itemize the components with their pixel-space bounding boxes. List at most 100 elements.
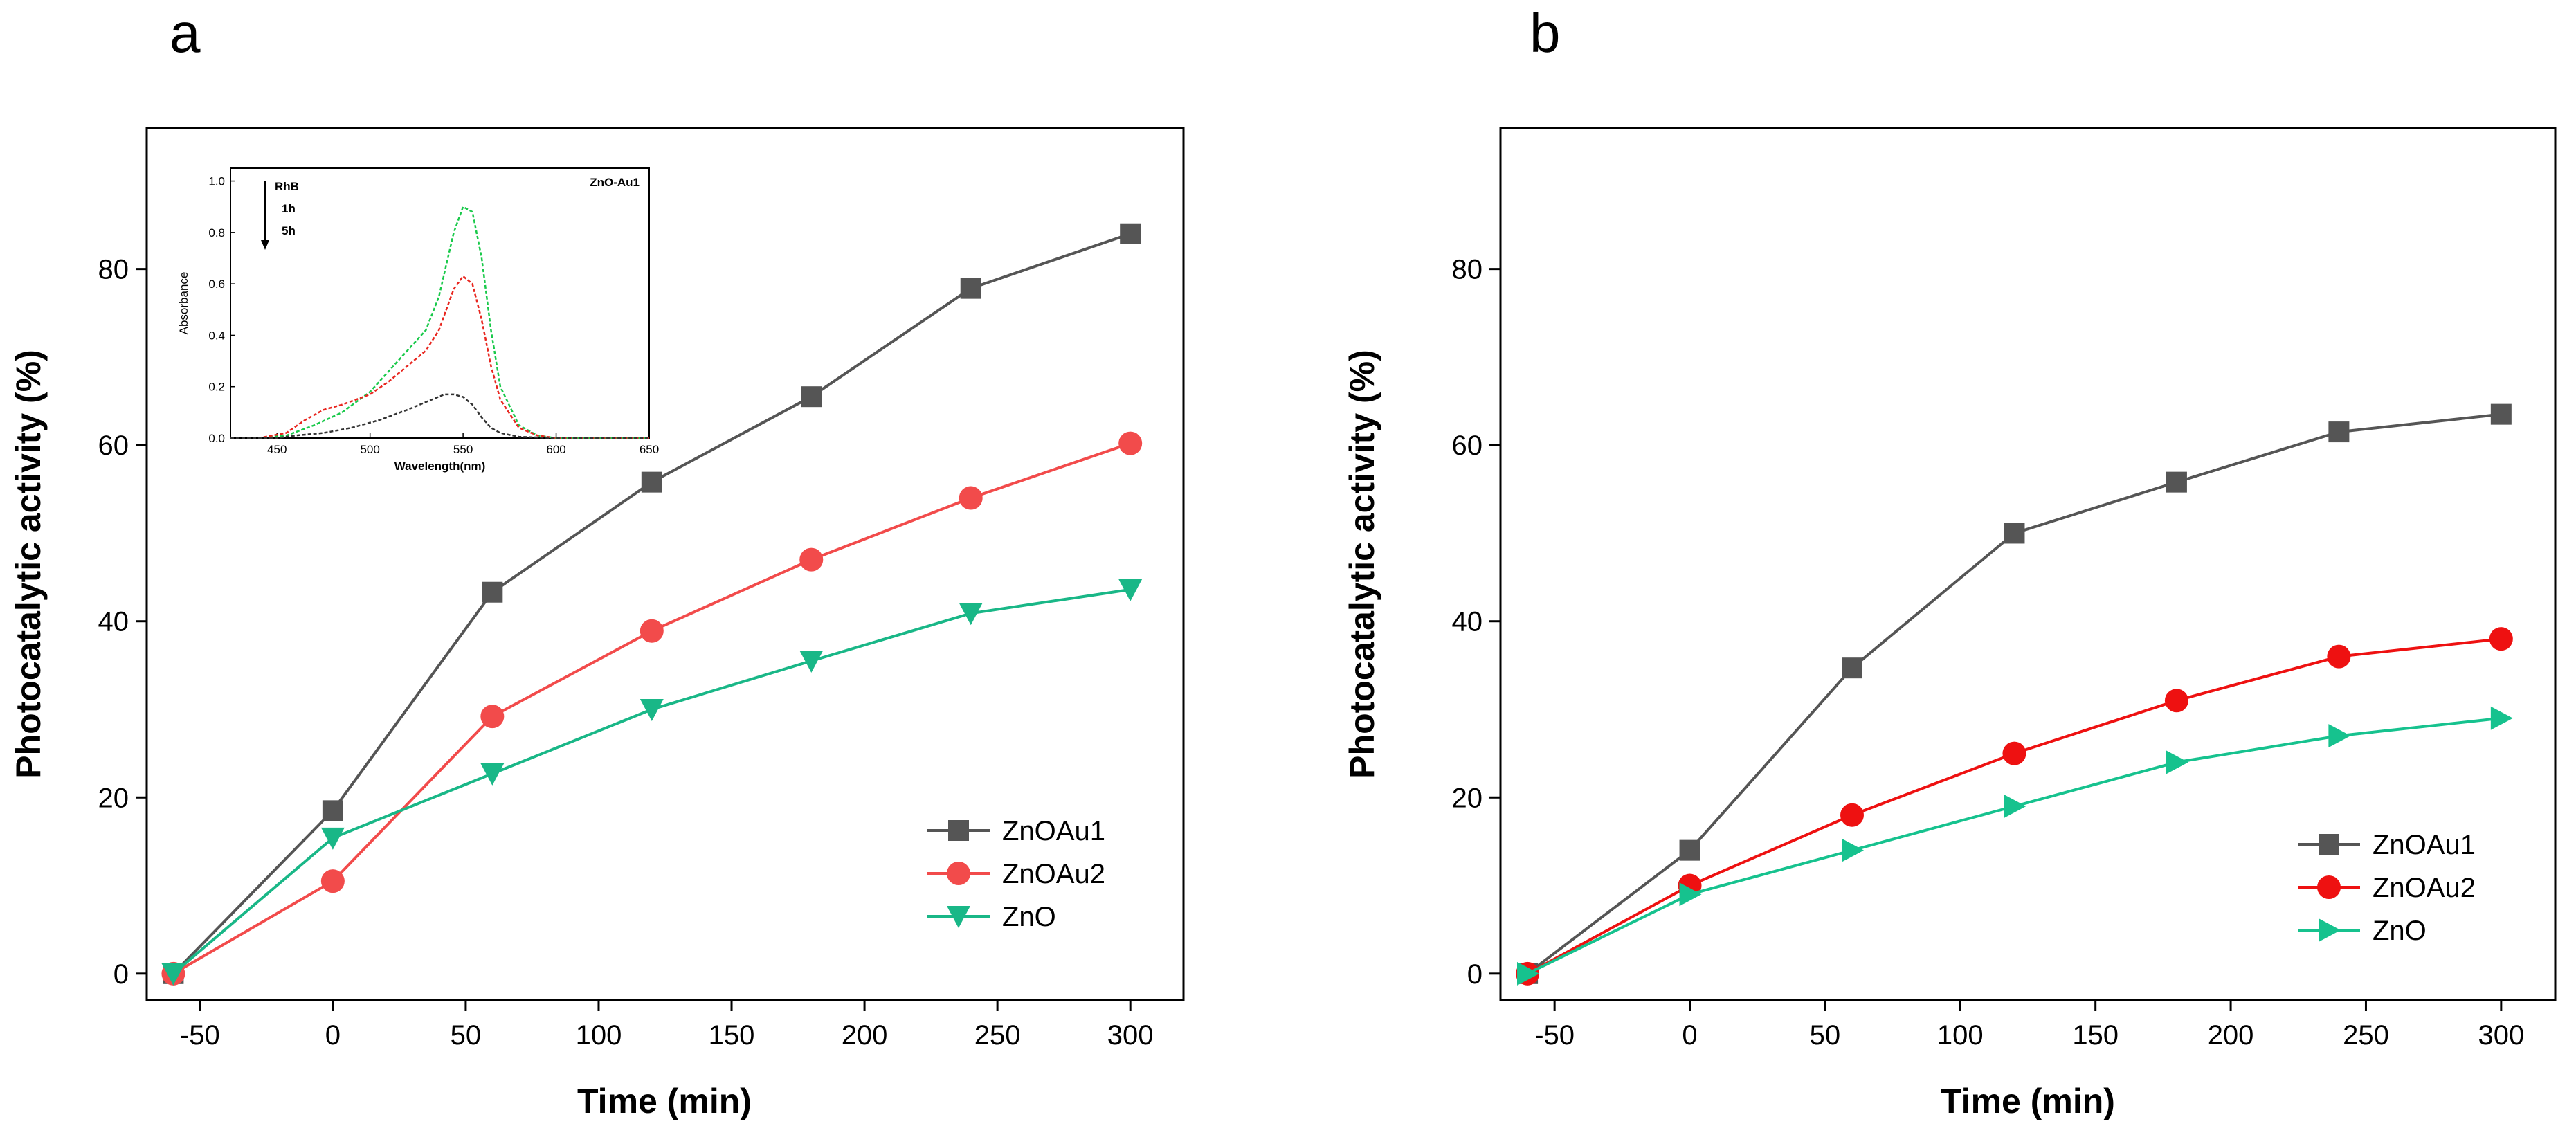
panel-label: b <box>1530 2 1561 64</box>
y-tick-label: 60 <box>1452 430 1483 461</box>
y-tick-label: 0 <box>114 959 129 990</box>
inset-frame <box>230 167 650 439</box>
y-axis-title: Photocatalytic activity (%) <box>9 349 48 779</box>
legend: ZnOAu1 ZnOAu2 ZnO <box>2298 830 2476 946</box>
data-point <box>2489 627 2513 651</box>
inset-annotation: 1h <box>282 202 296 215</box>
x-tick-label: 150 <box>709 1020 755 1051</box>
legend-marker <box>948 820 969 841</box>
data-point <box>801 386 822 408</box>
inset-y-axis-title: Absorbance <box>177 272 190 335</box>
inset-y-tick-label: 0.8 <box>208 226 225 239</box>
inset-x-tick-label: 500 <box>360 443 379 456</box>
data-point <box>2490 403 2512 425</box>
x-tick-label: 300 <box>2478 1020 2524 1051</box>
data-point <box>2002 741 2026 765</box>
legend-marker <box>947 906 970 928</box>
legend-marker <box>2319 834 2339 855</box>
data-point <box>799 651 824 673</box>
x-tick-label: 300 <box>1107 1020 1154 1051</box>
y-tick-label: 80 <box>1452 255 1483 285</box>
plot-frame <box>1499 127 2557 1001</box>
x-tick-label: -50 <box>180 1020 220 1051</box>
data-point <box>959 486 983 510</box>
x-tick-label: 100 <box>576 1020 622 1051</box>
data-point <box>320 869 345 893</box>
x-axis-title: Time (min) <box>577 1082 752 1120</box>
data-point <box>799 547 824 572</box>
data-point <box>2490 706 2513 730</box>
y-axis-title: Photocatalytic activity (%) <box>1343 349 1381 779</box>
x-tick-label: 250 <box>2343 1020 2389 1051</box>
inset-y-tick-label: 0.0 <box>208 432 225 445</box>
y-tick-label: 20 <box>98 783 129 813</box>
inset-arrow-head <box>261 240 269 250</box>
data-point <box>2328 724 2351 748</box>
data-point <box>1517 961 1540 986</box>
legend-marker <box>947 862 970 885</box>
inset-series-5h <box>230 393 649 439</box>
y-tick-label: 20 <box>1452 783 1483 813</box>
data-point <box>2166 471 2187 493</box>
data-point <box>320 827 345 850</box>
data-point <box>1679 839 1700 861</box>
y-tick-label: 60 <box>98 430 129 461</box>
x-tick-label: 150 <box>2072 1020 2119 1051</box>
y-tick-label: 40 <box>98 607 129 637</box>
x-tick-label: 50 <box>1810 1020 1841 1051</box>
inset-y-tick-label: 0.4 <box>208 329 225 342</box>
inset-title: ZnO-Au1 <box>590 176 640 189</box>
legend-label: ZnOAu1 <box>2373 830 2476 860</box>
legend-label: ZnO <box>1002 902 1056 932</box>
data-point <box>1679 882 1702 907</box>
y-tick-label: 40 <box>1452 607 1483 637</box>
legend-label: ZnO <box>2373 916 2427 946</box>
x-axis-title: Time (min) <box>1941 1082 2115 1120</box>
inset-x-tick-label: 450 <box>267 443 287 456</box>
inset-series-1h <box>230 275 649 439</box>
data-point <box>640 699 664 721</box>
x-tick-label: 0 <box>1682 1020 1697 1051</box>
x-tick-label: 50 <box>451 1020 482 1051</box>
data-point <box>1842 657 1862 679</box>
series-ZnO <box>1517 706 2513 986</box>
chart-panel-b: b -50 0 50 100 150 200 250 300 0 20 40 60 80 Time (min… <box>1343 2 2557 1120</box>
legend: ZnOAu1 ZnOAu2 ZnO <box>927 816 1105 932</box>
data-point <box>1842 838 1864 862</box>
data-point <box>480 705 505 729</box>
data-point <box>2004 795 2026 818</box>
plot-frame <box>145 127 1185 1001</box>
data-point <box>2328 421 2350 443</box>
x-tick-label: 100 <box>1937 1020 1984 1051</box>
x-tick-label: 200 <box>2208 1020 2254 1051</box>
x-tick-label: 200 <box>842 1020 888 1051</box>
legend-label: ZnOAu1 <box>1002 816 1105 846</box>
data-point <box>959 603 983 626</box>
legend-label: ZnOAu2 <box>2373 873 2476 903</box>
data-point <box>480 763 505 786</box>
x-tick-label: -50 <box>1534 1020 1575 1051</box>
inset-annotation: RhB <box>275 180 299 193</box>
inset-series-RhB <box>230 206 649 439</box>
data-point <box>2166 750 2188 774</box>
legend-marker <box>2319 918 2341 942</box>
series-line <box>1526 412 2502 975</box>
data-point <box>2164 689 2188 713</box>
data-point <box>1120 223 1141 244</box>
inset-x-axis-title: Wavelength(nm) <box>394 460 486 473</box>
data-point <box>482 581 503 603</box>
data-point <box>640 619 664 643</box>
data-point <box>1840 803 1864 827</box>
legend-marker <box>2317 875 2341 899</box>
inset-y-tick-label: 1.0 <box>208 175 225 188</box>
x-tick-label: 250 <box>974 1020 1021 1051</box>
inset-chart: 450 500 550 600 650 0.0 0.2 0.4 0.6 0.8 1.0 Wavelen… <box>177 167 659 473</box>
data-point <box>960 278 981 299</box>
x-tick-label: 0 <box>325 1020 341 1051</box>
panel-label: a <box>170 2 201 64</box>
chart-panel-a: a -50 0 50 100 150 200 250 300 0 20 40 60 80 Time (min… <box>9 2 1185 1120</box>
series-ZnO <box>161 579 1143 986</box>
data-point <box>2004 523 2025 544</box>
data-point <box>161 963 185 986</box>
